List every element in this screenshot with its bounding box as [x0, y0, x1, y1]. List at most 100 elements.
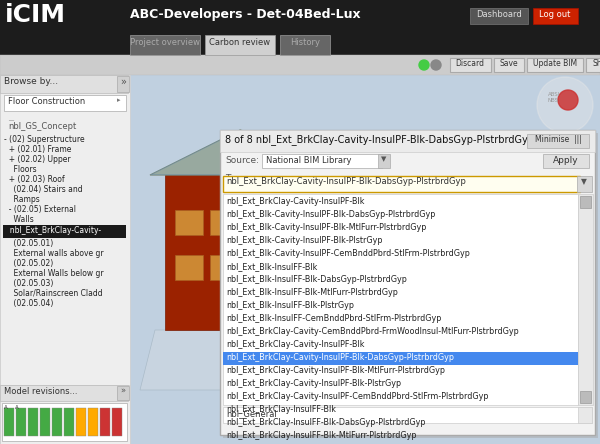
- Text: Minimise  |||: Minimise |||: [535, 135, 581, 144]
- Text: nbl_Ext_BrkClay-Cavity-InsulPF-Blk-MtlFurr-PlstrbrdGyp: nbl_Ext_BrkClay-Cavity-InsulPF-Blk-MtlFu…: [226, 366, 445, 375]
- Text: Floor Construction: Floor Construction: [8, 97, 85, 106]
- Bar: [318, 215, 340, 235]
- Bar: [223, 176, 580, 192]
- Bar: [4, 408, 14, 436]
- Bar: [76, 408, 86, 436]
- Text: Floors: Floors: [4, 165, 37, 174]
- Text: nbl_Ext_BrkClay-Cavity-InsulPF-CemBnddPbrd-StlFrm-PlstrbrdGyp: nbl_Ext_BrkClay-Cavity-InsulPF-CemBnddPb…: [226, 392, 488, 401]
- Bar: [580, 196, 591, 208]
- Circle shape: [431, 60, 441, 70]
- Bar: [223, 133, 598, 438]
- Bar: [205, 35, 275, 55]
- Text: nbl_Ext_Blk-Cavity-InsulPF-CemBnddPbrd-StlFrm-PlstrbrdGyp: nbl_Ext_Blk-Cavity-InsulPF-CemBnddPbrd-S…: [226, 249, 470, 258]
- Bar: [64, 408, 74, 436]
- Bar: [378, 154, 390, 168]
- Text: (02.05.03): (02.05.03): [4, 279, 53, 288]
- Bar: [494, 58, 524, 72]
- Polygon shape: [300, 175, 380, 330]
- Bar: [117, 386, 129, 400]
- Bar: [2, 403, 127, 441]
- Text: (02.05.01): (02.05.01): [4, 239, 53, 248]
- Bar: [28, 408, 38, 436]
- Bar: [527, 58, 583, 72]
- Bar: [586, 58, 600, 72]
- Polygon shape: [165, 175, 300, 330]
- Text: History: History: [290, 38, 320, 47]
- Text: nbl_Ext_Blk-InsulFF-CemBnddPbrd-StlFrm-PlstrbrdGyp: nbl_Ext_Blk-InsulFF-CemBnddPbrd-StlFrm-P…: [226, 314, 442, 323]
- Text: ▸: ▸: [116, 97, 120, 103]
- Bar: [543, 154, 589, 168]
- Bar: [0, 385, 128, 401]
- Text: nbl_Ext_BrkClay-InsulFF-Blk-MtlFurr-PlstrbrdGyp: nbl_Ext_BrkClay-InsulFF-Blk-MtlFurr-Plst…: [226, 431, 416, 440]
- Text: nbl_Ext_BrkClay-Cavity-InsulPF-Blk-DabsGyp-PlstrbrdGyp: nbl_Ext_BrkClay-Cavity-InsulPF-Blk-DabsG…: [226, 353, 454, 362]
- Text: + (02.02) Upper: + (02.02) Upper: [4, 155, 71, 164]
- Bar: [220, 130, 595, 435]
- Bar: [245, 255, 273, 280]
- Bar: [223, 407, 592, 423]
- Polygon shape: [150, 130, 315, 175]
- Bar: [0, 385, 130, 444]
- Text: External Walls below gr: External Walls below gr: [4, 269, 104, 278]
- Text: nbl_General: nbl_General: [226, 409, 277, 418]
- Text: Source:: Source:: [225, 156, 259, 165]
- Bar: [245, 210, 273, 235]
- Text: A: A: [4, 405, 8, 410]
- Circle shape: [419, 60, 429, 70]
- Text: nbl_Ext_Blk-InsulFF-Blk-DabsGyp-PlstrbrdGyp: nbl_Ext_Blk-InsulFF-Blk-DabsGyp-Plstrbrd…: [226, 275, 407, 284]
- Bar: [223, 194, 578, 405]
- Text: Log out: Log out: [539, 10, 571, 19]
- Polygon shape: [140, 330, 430, 390]
- Bar: [350, 220, 372, 240]
- Bar: [175, 210, 203, 235]
- Bar: [52, 408, 62, 436]
- Bar: [578, 407, 592, 423]
- Bar: [470, 8, 528, 24]
- Text: »: »: [120, 77, 126, 87]
- Text: nbl_Ext_Blk-InsulFF-Blk-MtlFurr-PlstrbrdGyp: nbl_Ext_Blk-InsulFF-Blk-MtlFurr-Plstrbrd…: [226, 288, 398, 297]
- Text: Save: Save: [500, 59, 518, 68]
- Bar: [3, 225, 126, 238]
- Bar: [527, 134, 589, 148]
- Text: Project overview: Project overview: [130, 38, 200, 47]
- Text: nbl_Ext_BrkClay-Cavity-InsulPF-Blk-DabsGyp-PlstrbrdGyp: nbl_Ext_BrkClay-Cavity-InsulPF-Blk-DabsG…: [226, 177, 466, 186]
- Text: nbl_Ext_BrkClay-InsulFF-Blk: nbl_Ext_BrkClay-InsulFF-Blk: [226, 405, 336, 414]
- Bar: [210, 255, 238, 280]
- Bar: [533, 8, 578, 24]
- Text: nbl_GS_Concept: nbl_GS_Concept: [8, 122, 76, 131]
- Text: Model revisions...: Model revisions...: [4, 387, 77, 396]
- Bar: [577, 176, 592, 192]
- Text: + (02.01) Frame: + (02.01) Frame: [4, 145, 71, 154]
- Text: nbl_Ext_BrkClay-Cavity-CemBnddPbrd-FrmWoodInsul-MtlFurr-PlstrbrdGyp: nbl_Ext_BrkClay-Cavity-CemBnddPbrd-FrmWo…: [226, 327, 519, 336]
- Bar: [350, 265, 372, 285]
- Text: NBS: NBS: [548, 98, 559, 103]
- Text: External walls above gr: External walls above gr: [4, 249, 104, 258]
- Text: nbl_Ext_Blk-InsulFF-Blk: nbl_Ext_Blk-InsulFF-Blk: [226, 262, 317, 271]
- Text: - (02) Superstructure: - (02) Superstructure: [4, 135, 85, 144]
- Text: Dashboard: Dashboard: [476, 10, 522, 19]
- Bar: [210, 210, 238, 235]
- Text: nbl_Ext_BrkClay-InsulFF-Blk-DabsGyp-PlstrbrdGyp: nbl_Ext_BrkClay-InsulFF-Blk-DabsGyp-Plst…: [226, 418, 425, 427]
- Text: ABC-Developers - Det-04Bed-Lux: ABC-Developers - Det-04Bed-Lux: [130, 8, 361, 21]
- Bar: [175, 255, 203, 280]
- Text: + (02.03) Roof: + (02.03) Roof: [4, 175, 65, 184]
- Text: nbl_Ext_Blk-Cavity-InsulPF-Blk-MtlFurr-PlstrbrdGyp: nbl_Ext_Blk-Cavity-InsulPF-Blk-MtlFurr-P…: [226, 223, 427, 232]
- Bar: [4, 95, 126, 111]
- Text: Carbon review: Carbon review: [209, 38, 271, 47]
- Text: nbl_Ext_Blk-InsulFF-Blk-PlstrGyp: nbl_Ext_Blk-InsulFF-Blk-PlstrGyp: [226, 301, 354, 310]
- Text: Solar/Rainscreen Cladd: Solar/Rainscreen Cladd: [4, 289, 103, 298]
- Text: Walls: Walls: [4, 215, 34, 224]
- Bar: [0, 75, 130, 444]
- Text: Discard: Discard: [455, 59, 485, 68]
- Bar: [262, 154, 382, 168]
- Text: ─: ─: [8, 115, 13, 124]
- Text: nbl_Ext_Blk-Cavity-InsulPF-Blk-PlstrGyp: nbl_Ext_Blk-Cavity-InsulPF-Blk-PlstrGyp: [226, 236, 383, 245]
- Text: nbl_Ext_BrkClay-Cavity-InsulPF-Blk: nbl_Ext_BrkClay-Cavity-InsulPF-Blk: [226, 197, 365, 206]
- Text: nbl_Ext_BrkClay-Cavity-InsulPF-Blk: nbl_Ext_BrkClay-Cavity-InsulPF-Blk: [226, 340, 365, 349]
- Text: »: »: [121, 387, 125, 396]
- Bar: [100, 408, 110, 436]
- Bar: [16, 408, 26, 436]
- Text: - (02.05) External: - (02.05) External: [4, 205, 76, 214]
- Bar: [130, 75, 600, 444]
- Bar: [112, 408, 122, 436]
- Bar: [280, 35, 330, 55]
